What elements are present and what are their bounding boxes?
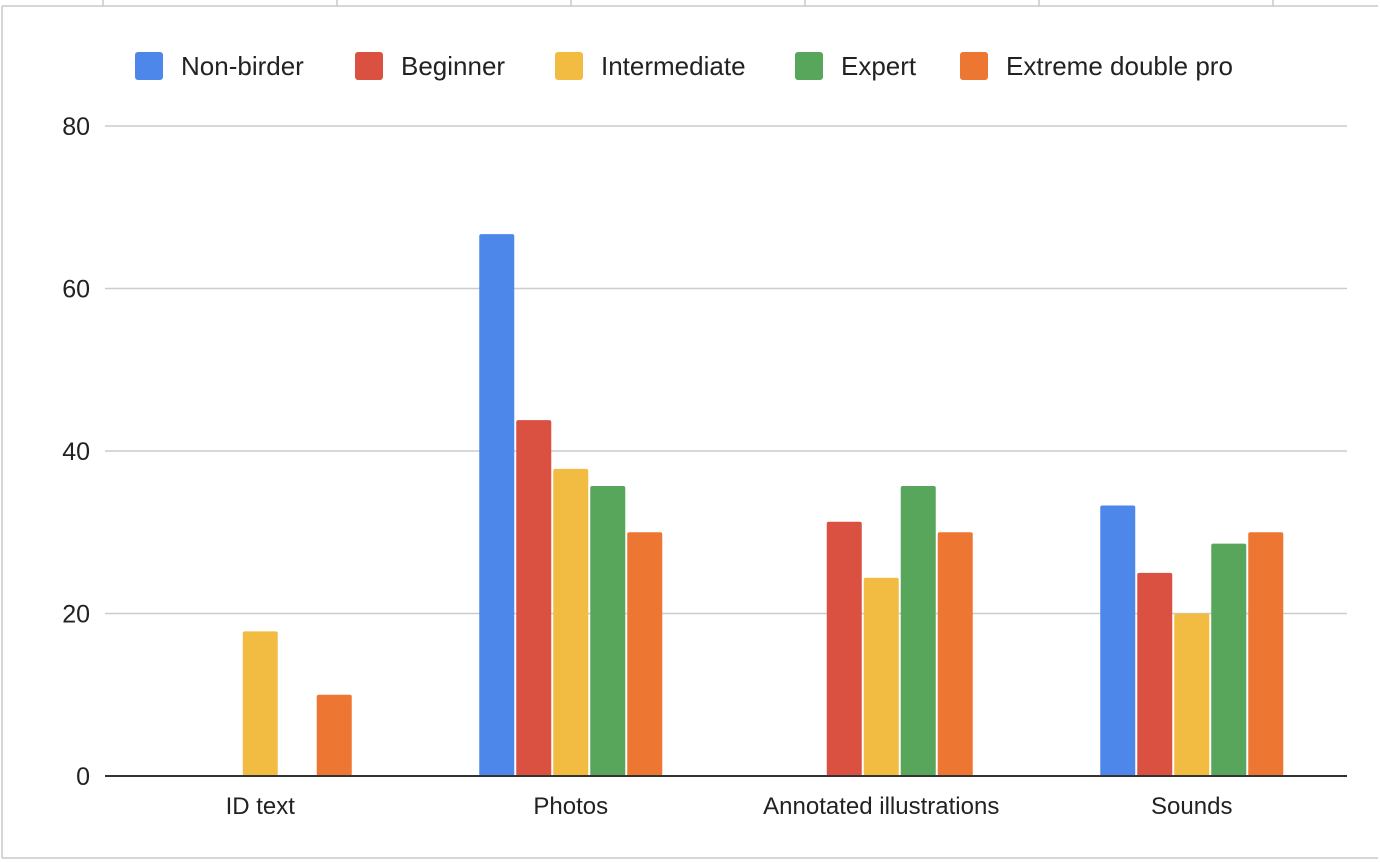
gridlines	[105, 125, 1347, 615]
y-tick-label: 0	[76, 763, 90, 791]
bar-id-text-extreme-double-pro	[316, 694, 352, 776]
legend: Non-birder Beginner Intermediate Expert Extr…	[135, 51, 1233, 81]
bar-sounds-non-birder	[1100, 505, 1136, 776]
legend-swatch	[795, 52, 823, 80]
legend-item-expert: Expert	[795, 51, 917, 81]
legend-swatch	[355, 52, 383, 80]
y-axis: 0 20 40 60 80	[62, 113, 90, 791]
bar-annotated-illustrations-extreme-double-pro	[937, 532, 973, 776]
bars	[242, 234, 1284, 776]
legend-item-extreme-double-pro: Extreme double pro	[960, 51, 1233, 81]
bar-annotated-illustrations-beginner	[826, 521, 862, 776]
y-tick-label: 40	[62, 438, 90, 466]
legend-swatch	[135, 52, 163, 80]
y-tick-label: 60	[62, 276, 90, 304]
x-tick-label-id-text: ID text	[226, 793, 296, 820]
bar-photos-intermediate	[553, 468, 589, 776]
bar-sounds-expert	[1211, 543, 1247, 776]
bar-annotated-illustrations-intermediate	[863, 577, 899, 776]
bar-annotated-illustrations-expert	[900, 485, 936, 776]
legend-swatch	[555, 52, 583, 80]
bar-photos-extreme-double-pro	[627, 532, 663, 776]
legend-label: Beginner	[401, 51, 505, 81]
bar-sounds-beginner	[1137, 572, 1173, 776]
legend-label: Non-birder	[181, 51, 304, 81]
y-tick-label: 80	[62, 113, 90, 141]
x-tick-label-sounds: Sounds	[1151, 793, 1232, 820]
x-tick-label-annotated-illustrations: Annotated illustrations	[763, 793, 999, 820]
legend-item-beginner: Beginner	[355, 51, 505, 81]
legend-label: Extreme double pro	[1006, 51, 1233, 81]
legend-label: Intermediate	[601, 51, 746, 81]
legend-label: Expert	[841, 51, 917, 81]
x-axis: ID text Photos Annotated illustrations Soun…	[105, 775, 1347, 820]
bar-photos-non-birder	[479, 234, 515, 776]
bar-id-text-intermediate	[242, 631, 278, 776]
bar-sounds-intermediate	[1174, 613, 1210, 776]
bar-photos-beginner	[516, 420, 552, 776]
bar-photos-expert	[590, 485, 626, 776]
legend-item-intermediate: Intermediate	[555, 51, 746, 81]
x-tick-label-photos: Photos	[533, 793, 608, 820]
legend-item-non-birder: Non-birder	[135, 51, 304, 81]
y-tick-label: 20	[62, 601, 90, 629]
bar-sounds-extreme-double-pro	[1248, 532, 1284, 776]
legend-swatch	[960, 52, 988, 80]
